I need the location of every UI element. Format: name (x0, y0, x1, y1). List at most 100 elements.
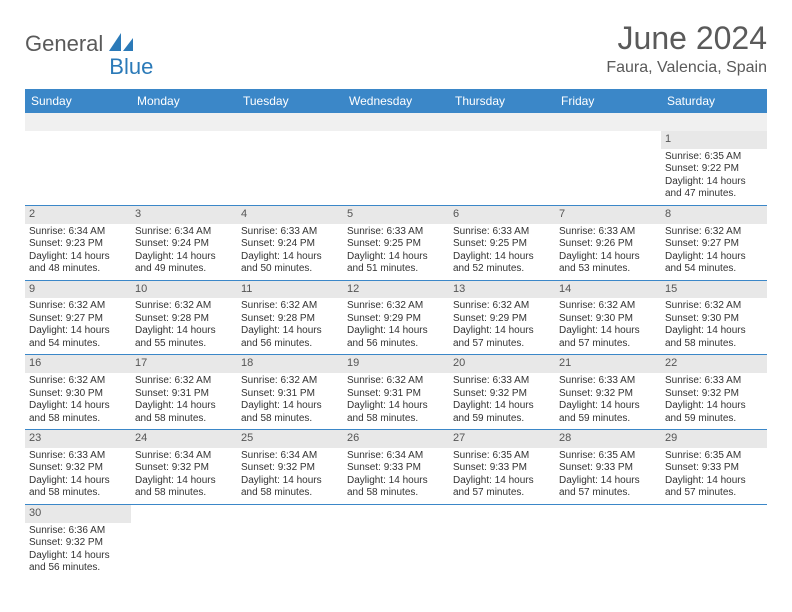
daylight-line-2: and 57 minutes. (453, 487, 551, 500)
logo: General Blue (25, 20, 153, 68)
day-cell: 25Sunrise: 6:34 AMSunset: 9:32 PMDayligh… (237, 430, 343, 504)
blank-header-strip (25, 113, 767, 131)
sunrise-line: Sunrise: 6:32 AM (29, 300, 127, 313)
sunset-line: Sunset: 9:32 PM (241, 462, 339, 475)
sunset-line: Sunset: 9:32 PM (29, 462, 127, 475)
daylight-line-2: and 58 minutes. (29, 487, 127, 500)
day-number: 6 (449, 206, 555, 224)
daylight-line-2: and 56 minutes. (347, 338, 445, 351)
daylight-line-1: Daylight: 14 hours (135, 325, 233, 338)
sunset-line: Sunset: 9:32 PM (559, 388, 657, 401)
day-cell: 22Sunrise: 6:33 AMSunset: 9:32 PMDayligh… (661, 355, 767, 429)
day-header-saturday: Saturday (661, 89, 767, 113)
daylight-line-2: and 50 minutes. (241, 263, 339, 276)
day-number: 27 (449, 430, 555, 448)
daylight-line-1: Daylight: 14 hours (241, 400, 339, 413)
week-row: 1Sunrise: 6:35 AMSunset: 9:22 PMDaylight… (25, 131, 767, 206)
day-cell: 16Sunrise: 6:32 AMSunset: 9:30 PMDayligh… (25, 355, 131, 429)
daylight-line-2: and 58 minutes. (347, 487, 445, 500)
day-cell: 11Sunrise: 6:32 AMSunset: 9:28 PMDayligh… (237, 281, 343, 355)
sunrise-line: Sunrise: 6:32 AM (241, 300, 339, 313)
sunset-line: Sunset: 9:30 PM (665, 313, 763, 326)
empty-day-cell (449, 505, 555, 579)
day-number: 26 (343, 430, 449, 448)
sunrise-line: Sunrise: 6:34 AM (29, 226, 127, 239)
daylight-line-2: and 52 minutes. (453, 263, 551, 276)
sunset-line: Sunset: 9:27 PM (665, 238, 763, 251)
day-header-sunday: Sunday (25, 89, 131, 113)
sunset-line: Sunset: 9:29 PM (453, 313, 551, 326)
day-number: 10 (131, 281, 237, 299)
day-cell: 27Sunrise: 6:35 AMSunset: 9:33 PMDayligh… (449, 430, 555, 504)
day-cell: 4Sunrise: 6:33 AMSunset: 9:24 PMDaylight… (237, 206, 343, 280)
daylight-line-2: and 57 minutes. (559, 487, 657, 500)
sunrise-line: Sunrise: 6:33 AM (559, 375, 657, 388)
sunset-line: Sunset: 9:26 PM (559, 238, 657, 251)
sunset-line: Sunset: 9:24 PM (241, 238, 339, 251)
daylight-line-1: Daylight: 14 hours (453, 400, 551, 413)
sunset-line: Sunset: 9:32 PM (453, 388, 551, 401)
day-number: 9 (25, 281, 131, 299)
daylight-line-1: Daylight: 14 hours (29, 550, 127, 563)
sunset-line: Sunset: 9:32 PM (29, 537, 127, 550)
day-cell: 1Sunrise: 6:35 AMSunset: 9:22 PMDaylight… (661, 131, 767, 205)
sunrise-line: Sunrise: 6:32 AM (29, 375, 127, 388)
daylight-line-1: Daylight: 14 hours (347, 251, 445, 264)
day-number: 19 (343, 355, 449, 373)
daylight-line-1: Daylight: 14 hours (347, 325, 445, 338)
daylight-line-2: and 49 minutes. (135, 263, 233, 276)
daylight-line-2: and 57 minutes. (453, 338, 551, 351)
daylight-line-1: Daylight: 14 hours (29, 325, 127, 338)
day-number: 4 (237, 206, 343, 224)
sunrise-line: Sunrise: 6:35 AM (559, 450, 657, 463)
day-cell: 24Sunrise: 6:34 AMSunset: 9:32 PMDayligh… (131, 430, 237, 504)
sunrise-line: Sunrise: 6:32 AM (665, 300, 763, 313)
week-row: 2Sunrise: 6:34 AMSunset: 9:23 PMDaylight… (25, 206, 767, 281)
daylight-line-1: Daylight: 14 hours (559, 400, 657, 413)
daylight-line-2: and 54 minutes. (29, 338, 127, 351)
calendar-grid: Sunday Monday Tuesday Wednesday Thursday… (25, 89, 767, 579)
sunrise-line: Sunrise: 6:35 AM (453, 450, 551, 463)
week-row: 9Sunrise: 6:32 AMSunset: 9:27 PMDaylight… (25, 281, 767, 356)
sunset-line: Sunset: 9:33 PM (347, 462, 445, 475)
day-cell: 18Sunrise: 6:32 AMSunset: 9:31 PMDayligh… (237, 355, 343, 429)
daylight-line-1: Daylight: 14 hours (29, 400, 127, 413)
daylight-line-1: Daylight: 14 hours (453, 475, 551, 488)
week-row: 23Sunrise: 6:33 AMSunset: 9:32 PMDayligh… (25, 430, 767, 505)
daylight-line-2: and 55 minutes. (135, 338, 233, 351)
day-number: 28 (555, 430, 661, 448)
day-cell: 2Sunrise: 6:34 AMSunset: 9:23 PMDaylight… (25, 206, 131, 280)
day-cell: 6Sunrise: 6:33 AMSunset: 9:25 PMDaylight… (449, 206, 555, 280)
daylight-line-2: and 47 minutes. (665, 188, 763, 201)
daylight-line-2: and 59 minutes. (453, 413, 551, 426)
daylight-line-2: and 57 minutes. (665, 487, 763, 500)
sunrise-line: Sunrise: 6:32 AM (241, 375, 339, 388)
day-number: 7 (555, 206, 661, 224)
daylight-line-2: and 54 minutes. (665, 263, 763, 276)
daylight-line-1: Daylight: 14 hours (29, 475, 127, 488)
day-cell: 5Sunrise: 6:33 AMSunset: 9:25 PMDaylight… (343, 206, 449, 280)
day-number: 8 (661, 206, 767, 224)
day-number: 24 (131, 430, 237, 448)
day-cell: 28Sunrise: 6:35 AMSunset: 9:33 PMDayligh… (555, 430, 661, 504)
sunrise-line: Sunrise: 6:33 AM (241, 226, 339, 239)
sunrise-line: Sunrise: 6:34 AM (241, 450, 339, 463)
daylight-line-2: and 57 minutes. (559, 338, 657, 351)
day-cell: 15Sunrise: 6:32 AMSunset: 9:30 PMDayligh… (661, 281, 767, 355)
day-cell: 30Sunrise: 6:36 AMSunset: 9:32 PMDayligh… (25, 505, 131, 579)
empty-day-cell (343, 505, 449, 579)
sunrise-line: Sunrise: 6:33 AM (453, 226, 551, 239)
day-header-monday: Monday (131, 89, 237, 113)
daylight-line-2: and 58 minutes. (241, 413, 339, 426)
empty-day-cell (237, 131, 343, 205)
day-number: 5 (343, 206, 449, 224)
day-number: 30 (25, 505, 131, 523)
sunrise-line: Sunrise: 6:35 AM (665, 151, 763, 164)
sunrise-line: Sunrise: 6:32 AM (347, 300, 445, 313)
daylight-line-2: and 59 minutes. (559, 413, 657, 426)
daylight-line-1: Daylight: 14 hours (29, 251, 127, 264)
day-number: 11 (237, 281, 343, 299)
title-block: June 2024 Faura, Valencia, Spain (606, 20, 767, 77)
daylight-line-1: Daylight: 14 hours (665, 475, 763, 488)
sunrise-line: Sunrise: 6:34 AM (347, 450, 445, 463)
